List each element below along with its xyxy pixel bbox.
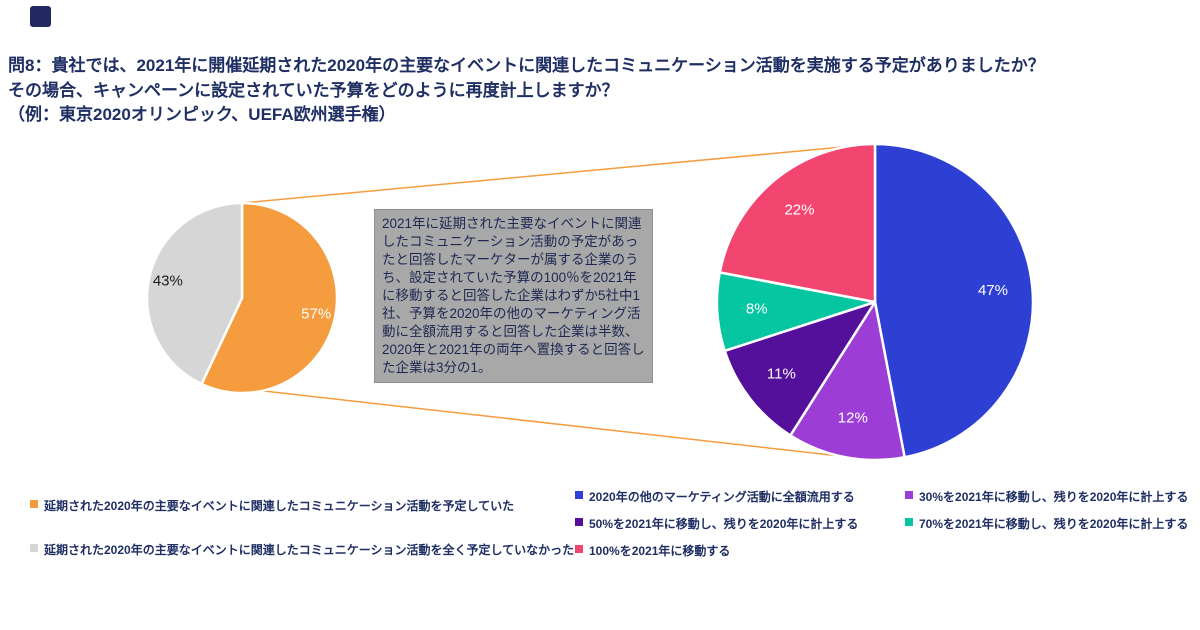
legend-item: 50%を2021年に移動し、残りを2020年に計上する [575, 515, 895, 532]
legend-label: 2020年の他のマーケティング活動に全額流用する [589, 490, 855, 504]
callout-text: 2021年に延期された主要なイベントに関連したコミュニケーション活動の予定があっ… [382, 216, 645, 375]
pie-slice [723, 300, 877, 437]
legend-swatch [905, 518, 913, 526]
legend-swatch [905, 491, 913, 499]
legend-label: 30%を2021年に移動し、残りを2020年に計上する [919, 490, 1189, 504]
legend-right-pie-col1: 2020年の他のマーケティング活動に全額流用する 50%を2021年に移動し、残り… [575, 488, 895, 569]
legend-label: 50%を2021年に移動し、残りを2020年に計上する [589, 517, 859, 531]
left-pie: 57% 43% [145, 201, 339, 395]
pie-slice [145, 201, 244, 386]
legend-item: 延期された2020年の主要なイベントに関連したコミュニケーション活動を予定してい… [30, 497, 590, 514]
title-line-3: （例：東京2020オリンピック、UEFA欧州選手権） [8, 105, 396, 125]
legend-label: 100%を2021年に移動する [589, 544, 731, 558]
pie-slice [873, 142, 1035, 459]
callout-connector-line [241, 143, 876, 204]
pie-slice-label: 43% [153, 272, 183, 289]
title-line-1: 問8：貴社では、2021年に開催延期された2020年の主要なイベントに関連したコ… [8, 56, 1045, 75]
legend-label: 70%を2021年に移動し、残りを2020年に計上する [919, 517, 1189, 531]
legend-swatch [30, 544, 38, 552]
legend-item: 30%を2021年に移動し、残りを2020年に計上する [905, 488, 1195, 505]
legend-right-pie-col2: 30%を2021年に移動し、残りを2020年に計上する 70%を2021年に移動し… [905, 488, 1195, 542]
legend-item: 延期された2020年の主要なイベントに関連したコミュニケーション活動を全く予定し… [30, 541, 590, 558]
legend-swatch [575, 518, 583, 526]
legend-left-pie: 延期された2020年の主要なイベントに関連したコミュニケーション活動を予定してい… [30, 497, 590, 585]
logo [30, 6, 51, 27]
page-title: 問8：貴社では、2021年に開催延期された2020年の主要なイベントに関連したコ… [8, 54, 1178, 128]
callout-box: 2021年に延期された主要なイベントに関連したコミュニケーション活動の予定があっ… [374, 209, 653, 383]
legend-swatch [575, 491, 583, 499]
legend-swatch [30, 500, 38, 508]
pie-slice-label: 8% [746, 300, 768, 317]
pie-slice [789, 300, 906, 462]
legend-swatch [575, 545, 583, 553]
callout-connector-line [201, 383, 876, 461]
pie-slice [718, 142, 877, 304]
pie-slice-label: 47% [978, 282, 1008, 299]
legend-label: 延期された2020年の主要なイベントに関連したコミュニケーション活動を予定してい… [44, 499, 515, 513]
legend-item: 100%を2021年に移動する [575, 542, 895, 559]
legend-item: 70%を2021年に移動し、残りを2020年に計上する [905, 515, 1195, 532]
pie-slice-label: 22% [784, 202, 814, 219]
pie-slice-label: 57% [301, 306, 331, 323]
title-line-2: その場合、キャンペーンに設定されていた予算をどのように再度計上しますか？ [8, 80, 619, 100]
pie-slice [200, 201, 339, 395]
right-pie: 47% 12% 11% 8% 22% [715, 142, 1035, 462]
pie-slice-label: 12% [838, 409, 868, 426]
pie-slice-label: 11% [767, 366, 796, 383]
legend-item: 2020年の他のマーケティング活動に全額流用する [575, 488, 895, 505]
legend-label: 延期された2020年の主要なイベントに関連したコミュニケーション活動を全く予定し… [44, 543, 575, 557]
